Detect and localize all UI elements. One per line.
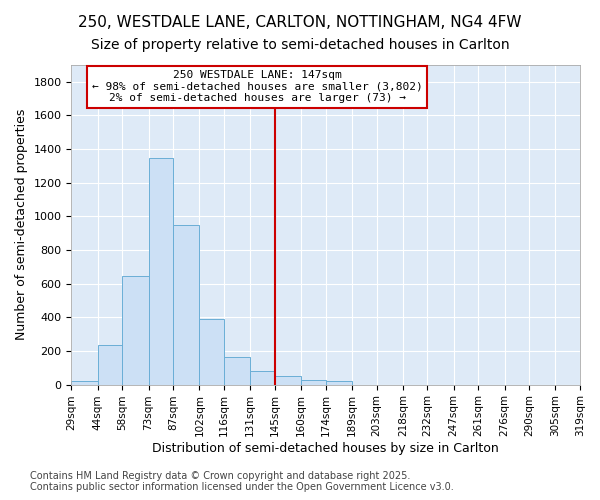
Y-axis label: Number of semi-detached properties: Number of semi-detached properties <box>15 109 28 340</box>
Bar <box>173 225 199 384</box>
Bar <box>301 380 326 384</box>
Bar <box>98 345 122 385</box>
Bar <box>275 376 301 384</box>
Bar <box>149 158 173 384</box>
Bar <box>326 381 352 384</box>
Text: 250, WESTDALE LANE, CARLTON, NOTTINGHAM, NG4 4FW: 250, WESTDALE LANE, CARLTON, NOTTINGHAM,… <box>78 15 522 30</box>
X-axis label: Distribution of semi-detached houses by size in Carlton: Distribution of semi-detached houses by … <box>152 442 499 455</box>
Bar <box>199 319 224 384</box>
Text: Size of property relative to semi-detached houses in Carlton: Size of property relative to semi-detach… <box>91 38 509 52</box>
Text: Contains HM Land Registry data © Crown copyright and database right 2025.
Contai: Contains HM Land Registry data © Crown c… <box>30 471 454 492</box>
Bar <box>122 276 149 384</box>
Bar <box>224 357 250 384</box>
Bar <box>71 381 98 384</box>
Bar <box>250 371 275 384</box>
Text: 250 WESTDALE LANE: 147sqm
← 98% of semi-detached houses are smaller (3,802)
2% o: 250 WESTDALE LANE: 147sqm ← 98% of semi-… <box>92 70 422 103</box>
